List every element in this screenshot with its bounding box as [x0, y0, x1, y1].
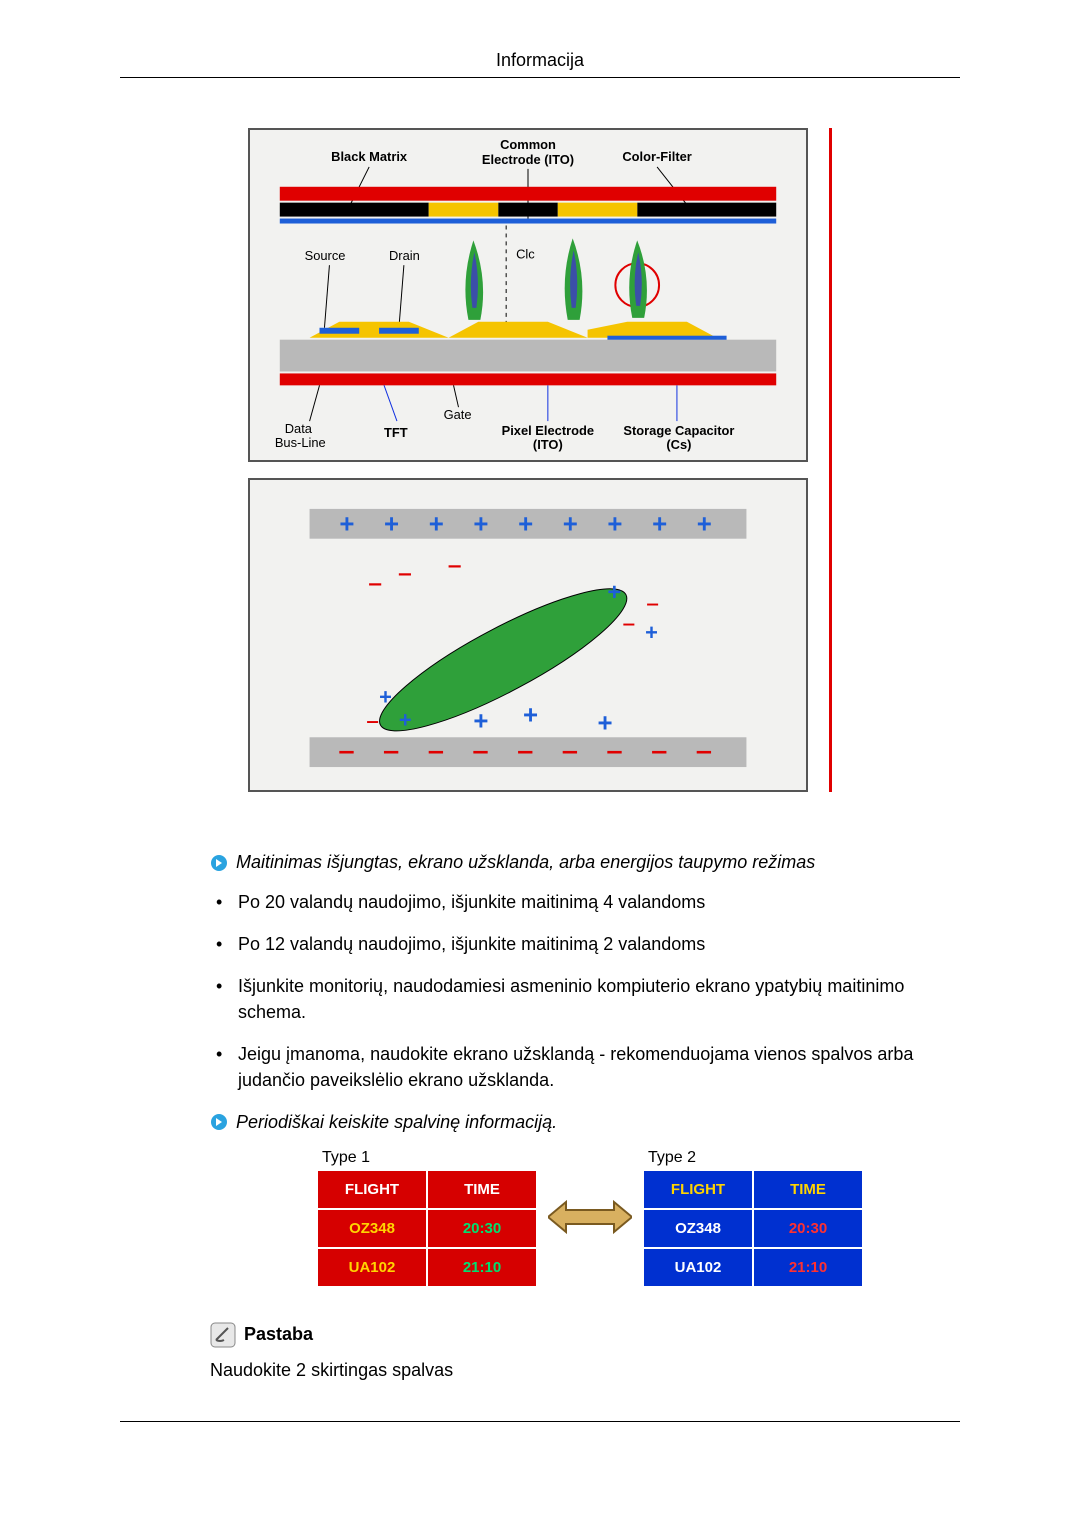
svg-text:‒: ‒	[472, 737, 488, 765]
label-color-filter: Color-Filter	[622, 149, 691, 164]
arrow-bullet-icon	[210, 1113, 228, 1131]
svg-text:+: +	[607, 579, 621, 606]
note-text: Naudokite 2 skirtingas spalvas	[210, 1360, 930, 1381]
table-cell: 20:30	[753, 1209, 863, 1248]
table-cell: OZ348	[317, 1209, 427, 1248]
lc-diagram: + + + + + + + + + ‒ ‒ ‒ + ‒ ‒ + + + ‒ +	[248, 478, 808, 792]
svg-text:+: +	[399, 707, 412, 732]
label-clc: Clc	[516, 246, 535, 261]
flight-table-type2: FLIGHTTIMEOZ34820:30UA10221:10	[642, 1169, 864, 1288]
flight-table-type1: FLIGHTTIMEOZ34820:30UA10221:10	[316, 1169, 538, 1288]
list-item: Išjunkite monitorių, naudodamiesi asmeni…	[210, 973, 930, 1025]
svg-text:+: +	[607, 511, 622, 539]
table-cell: 21:10	[427, 1248, 537, 1287]
table-cell: UA102	[643, 1248, 753, 1287]
svg-text:+: +	[339, 511, 354, 539]
section-heading: Periodiškai keiskite spalvinę informacij…	[210, 1112, 930, 1133]
note-label: Pastaba	[244, 1324, 313, 1345]
label-black-matrix: Black Matrix	[331, 149, 408, 164]
swap-arrow-icon	[548, 1194, 632, 1240]
table-cell: 21:10	[753, 1248, 863, 1287]
label-drain: Drain	[389, 248, 420, 263]
label-data-bus-2: Bus-Line	[275, 435, 326, 450]
note-icon	[210, 1322, 236, 1348]
svg-text:‒: ‒	[366, 710, 378, 732]
label-common-electrode-2: Electrode (ITO)	[482, 152, 574, 167]
svg-text:+: +	[523, 701, 538, 729]
list-item: Jeigu įmanoma, naudokite ekrano užskland…	[210, 1041, 930, 1093]
plus-row: + + + + + + + + +	[339, 511, 712, 539]
svg-text:‒: ‒	[428, 737, 444, 765]
footer-rule	[120, 1421, 960, 1422]
list-item: Po 20 valandų naudojimo, išjunkite maiti…	[210, 889, 930, 915]
svg-text:‒: ‒	[646, 593, 658, 615]
section2-heading-text: Periodiškai keiskite spalvinę informacij…	[236, 1112, 557, 1133]
list-item: Po 12 valandų naudojimo, išjunkite maiti…	[210, 931, 930, 957]
svg-text:+: +	[652, 511, 667, 539]
svg-text:+: +	[598, 709, 613, 737]
svg-text:+: +	[429, 511, 444, 539]
svg-text:‒: ‒	[517, 737, 533, 765]
label-pixel-el-2: (ITO)	[533, 437, 563, 452]
table-cell: UA102	[317, 1248, 427, 1287]
label-tft: TFT	[384, 425, 408, 440]
table-header-cell: TIME	[753, 1170, 863, 1209]
svg-text:‒: ‒	[651, 737, 667, 765]
svg-text:‒: ‒	[398, 560, 412, 585]
label-gate: Gate	[444, 407, 472, 422]
svg-text:+: +	[518, 511, 533, 539]
table-header-cell: TIME	[427, 1170, 537, 1209]
table-cell: OZ348	[643, 1209, 753, 1248]
section-heading: Maitinimas išjungtas, ekrano užsklanda, …	[210, 852, 930, 873]
svg-text:‒: ‒	[338, 737, 354, 765]
svg-text:+: +	[384, 511, 399, 539]
color-swap-tables: Type 1 FLIGHTTIMEOZ34820:30UA10221:10 Ty…	[250, 1147, 930, 1288]
minus-row: ‒ ‒ ‒ ‒ ‒ ‒ ‒ ‒ ‒	[338, 737, 711, 765]
table-header-cell: FLIGHT	[643, 1170, 753, 1209]
table-cell: 20:30	[427, 1209, 537, 1248]
svg-text:‒: ‒	[606, 737, 622, 765]
label-pixel-el-1: Pixel Electrode	[502, 423, 594, 438]
svg-text:+: +	[645, 620, 658, 645]
label-source: Source	[305, 248, 346, 263]
label-storage-2: (Cs)	[666, 437, 691, 452]
svg-text:‒: ‒	[383, 737, 399, 765]
svg-text:+: +	[473, 707, 488, 735]
bullet-list: Po 20 valandų naudojimo, išjunkite maiti…	[210, 889, 930, 1094]
page-title: Informacija	[120, 50, 960, 78]
svg-text:‒: ‒	[448, 552, 462, 577]
section1-heading-text: Maitinimas išjungtas, ekrano užsklanda, …	[236, 852, 815, 873]
table-header-cell: FLIGHT	[317, 1170, 427, 1209]
svg-text:‒: ‒	[368, 570, 382, 595]
label-common-electrode-1: Common	[500, 137, 556, 152]
svg-text:+: +	[473, 511, 488, 539]
diagram-row: Black Matrix Common Electrode (ITO) Colo…	[120, 128, 960, 792]
svg-text:‒: ‒	[562, 737, 578, 765]
arrow-bullet-icon	[210, 854, 228, 872]
lc-molecule-icon	[629, 240, 647, 317]
svg-text:‒: ‒	[622, 613, 634, 635]
svg-text:+: +	[379, 685, 392, 710]
type1-label: Type 1	[316, 1147, 538, 1169]
svg-text:+: +	[697, 511, 712, 539]
svg-text:+: +	[563, 511, 578, 539]
type2-label: Type 2	[642, 1147, 864, 1169]
tft-diagram: Black Matrix Common Electrode (ITO) Colo…	[248, 128, 808, 462]
red-connector-line	[808, 128, 832, 792]
lc-molecule-icon	[465, 240, 483, 319]
svg-text:‒: ‒	[696, 737, 712, 765]
label-storage-1: Storage Capacitor	[623, 423, 734, 438]
label-data-bus-1: Data	[285, 421, 313, 436]
lc-molecule-icon	[565, 238, 583, 319]
